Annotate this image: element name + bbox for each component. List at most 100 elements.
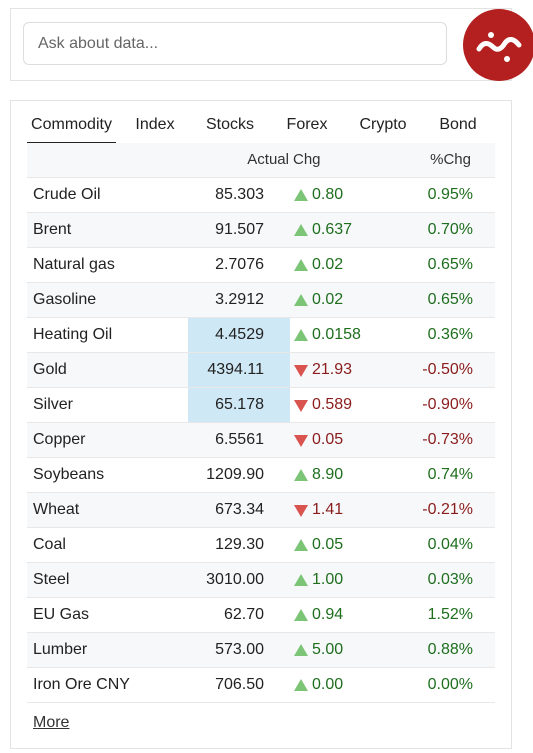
table-row[interactable]: Silver 65.178 0.589 -0.90% [27,388,495,423]
market-panel: Commodity Index Stocks Forex Crypto Bond Actu… [10,100,512,749]
actual-value: 65.178 [188,388,290,422]
change-value: 0.05 [312,536,344,553]
actual-value: 4.4529 [188,318,290,352]
table-row[interactable]: Iron Ore CNY 706.50 0.00 0.00% [27,668,495,703]
commodity-name: Crude Oil [33,186,101,203]
direction-icon [294,644,308,656]
direction-icon [294,539,308,551]
change-value: 1.41 [312,501,344,518]
change-value: 0.637 [312,221,353,238]
actual-value: 4394.11 [188,353,290,387]
table-row[interactable]: Natural gas 2.7076 0.02 0.65% [27,248,495,283]
actual-value: 1209.90 [206,466,264,483]
direction-icon [294,329,308,341]
table-row[interactable]: EU Gas 62.70 0.94 1.52% [27,598,495,633]
change-value: 21.93 [312,361,353,378]
tab[interactable]: Crypto [359,116,407,133]
tab[interactable]: Bond [439,116,477,133]
change-value: 0.0158 [312,326,361,343]
table-row[interactable]: Heating Oil 4.4529 0.0158 0.36% [27,318,495,353]
table-row[interactable]: Crude Oil 85.303 0.80 0.95% [27,178,495,213]
percent-change: 0.88% [427,641,473,658]
change-value: 0.00 [312,676,344,693]
percent-change: 0.36% [427,326,473,343]
tab-bar: Commodity Index Stocks Forex Crypto Bond [27,107,495,144]
percent-change: 0.95% [427,186,473,203]
commodity-name: Natural gas [33,256,115,273]
percent-change: 0.74% [427,466,473,483]
direction-icon [294,365,308,377]
actual-value: 706.50 [215,676,264,693]
actual-value: 573.00 [215,641,264,658]
commodity-name: Heating Oil [33,326,113,343]
table-row[interactable]: Coal 129.30 0.05 0.04% [27,528,495,563]
actual-value: 129.30 [215,536,264,553]
tab[interactable]: Stocks [205,116,254,133]
change-value: 0.94 [312,606,344,623]
actual-value: 62.70 [223,606,264,623]
actual-value: 6.5561 [215,431,264,448]
direction-icon [294,400,308,412]
logo[interactable] [461,9,533,85]
commodity-name: Soybeans [33,466,105,483]
change-value: 0.02 [312,256,344,273]
direction-icon [294,679,308,691]
direction-icon [294,574,308,586]
change-value: 0.589 [312,396,353,413]
percent-change: -0.90% [422,396,473,413]
percent-change: 0.70% [427,221,473,238]
direction-icon [294,189,308,201]
direction-icon [294,609,308,621]
percent-change: 1.52% [427,606,473,623]
header-cell: Chg [293,151,321,168]
tab[interactable]: Forex [286,116,328,133]
percent-change: 0.65% [427,291,473,308]
table-row[interactable]: Steel 3010.00 1.00 0.03% [27,563,495,598]
header-cell: Actual [247,151,289,168]
actual-value: 673.34 [215,501,264,518]
commodity-name: EU Gas [33,606,90,623]
direction-icon [294,435,308,447]
actual-value: 85.303 [215,186,264,203]
table-row[interactable]: Gold 4394.11 21.93 -0.50% [27,353,495,388]
commodity-name: Steel [33,571,70,588]
percent-change: 0.00% [427,676,473,693]
commodity-name: Iron Ore CNY [33,676,130,693]
table-row[interactable]: Brent 91.507 0.637 0.70% [27,213,495,248]
percent-change: 0.65% [427,256,473,273]
percent-change: 0.03% [427,571,473,588]
direction-icon [294,469,308,481]
commodity-name: Lumber [33,641,88,658]
tab[interactable]: Index [135,116,175,133]
percent-change: -0.21% [422,501,473,518]
percent-change: -0.73% [422,431,473,448]
header-cell: %Chg [430,151,471,168]
change-value: 8.90 [312,466,344,483]
table-row[interactable]: Gasoline 3.2912 0.02 0.65% [27,283,495,318]
percent-change: 0.04% [427,536,473,553]
table-header: Actual Chg %Chg [27,143,495,178]
table-row[interactable]: Lumber 573.00 5.00 0.88% [27,633,495,668]
commodity-name: Gasoline [33,291,97,308]
change-value: 0.05 [312,431,344,448]
change-value: 0.80 [312,186,344,203]
more-link[interactable]: More [33,714,70,731]
table-row[interactable]: Copper 6.5561 0.05 -0.73% [27,423,495,458]
actual-value: 3.2912 [215,291,264,308]
percent-change: -0.50% [422,361,473,378]
direction-icon [294,259,308,271]
table-row[interactable]: Wheat 673.34 1.41 -0.21% [27,493,495,528]
tab[interactable]: Commodity [27,107,116,144]
table-row[interactable]: Soybeans 1209.90 8.90 0.74% [27,458,495,493]
commodity-name: Wheat [33,501,80,518]
actual-value: 2.7076 [215,256,264,273]
actual-value: 91.507 [215,221,264,238]
search-input[interactable]: Ask about data... [23,22,447,65]
actual-value: 3010.00 [206,571,264,588]
search-panel: Ask about data... [10,8,533,81]
direction-icon [294,294,308,306]
change-value: 0.02 [312,291,344,308]
change-value: 1.00 [312,571,344,588]
commodity-name: Copper [33,431,86,448]
